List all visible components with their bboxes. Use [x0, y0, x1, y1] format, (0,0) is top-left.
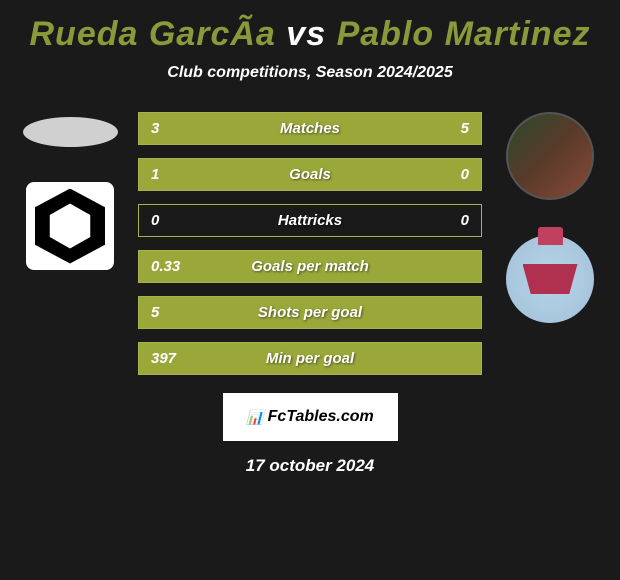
stat-value-right: 0	[461, 166, 469, 183]
stat-value-right: 0	[461, 212, 469, 229]
stat-value-left: 5	[151, 304, 159, 321]
stat-label: Matches	[280, 120, 340, 137]
stat-value-right: 5	[461, 120, 469, 137]
brand-logo: 📊 FcTables.com	[223, 393, 398, 441]
stat-row: 0 0 Hattricks	[138, 204, 482, 237]
player1-name: Rueda GarcÃa	[30, 15, 276, 53]
stat-row: 1 0 Goals	[138, 158, 482, 191]
left-column	[10, 112, 130, 270]
vs-text: vs	[286, 15, 326, 53]
stat-label: Shots per goal	[258, 304, 362, 321]
date-text: 17 october 2024	[10, 456, 610, 476]
chart-icon: 📊	[246, 409, 263, 426]
stat-row: 5 Shots per goal	[138, 296, 482, 329]
comparison-title: Rueda GarcÃa vs Pablo Martinez	[10, 15, 610, 54]
stat-value-left: 397	[151, 350, 176, 367]
stat-row: 0.33 Goals per match	[138, 250, 482, 283]
stat-label: Goals per match	[251, 258, 369, 275]
stat-value-left: 0.33	[151, 258, 180, 275]
stat-label: Min per goal	[266, 350, 354, 367]
stat-row: 3 5 Matches	[138, 112, 482, 145]
team2-badge	[506, 235, 594, 323]
stat-value-left: 1	[151, 166, 159, 183]
team1-badge	[26, 182, 114, 270]
stat-label: Hattricks	[278, 212, 342, 229]
stat-row: 397 Min per goal	[138, 342, 482, 375]
main-content: 3 5 Matches 1 0 Goals 0 0 Hattricks 0.33 Goals per…	[10, 112, 610, 375]
brand-text: FcTables.com	[268, 408, 374, 426]
stat-label: Goals	[289, 166, 331, 183]
season-subtitle: Club competitions, Season 2024/2025	[10, 64, 610, 82]
stat-value-left: 3	[151, 120, 159, 137]
player2-name: Pablo Martinez	[337, 15, 591, 53]
right-column	[490, 112, 610, 323]
stats-column: 3 5 Matches 1 0 Goals 0 0 Hattricks 0.33 Goals per…	[130, 112, 490, 375]
stat-value-left: 0	[151, 212, 159, 229]
player1-avatar	[23, 117, 118, 147]
player2-photo	[506, 112, 594, 200]
